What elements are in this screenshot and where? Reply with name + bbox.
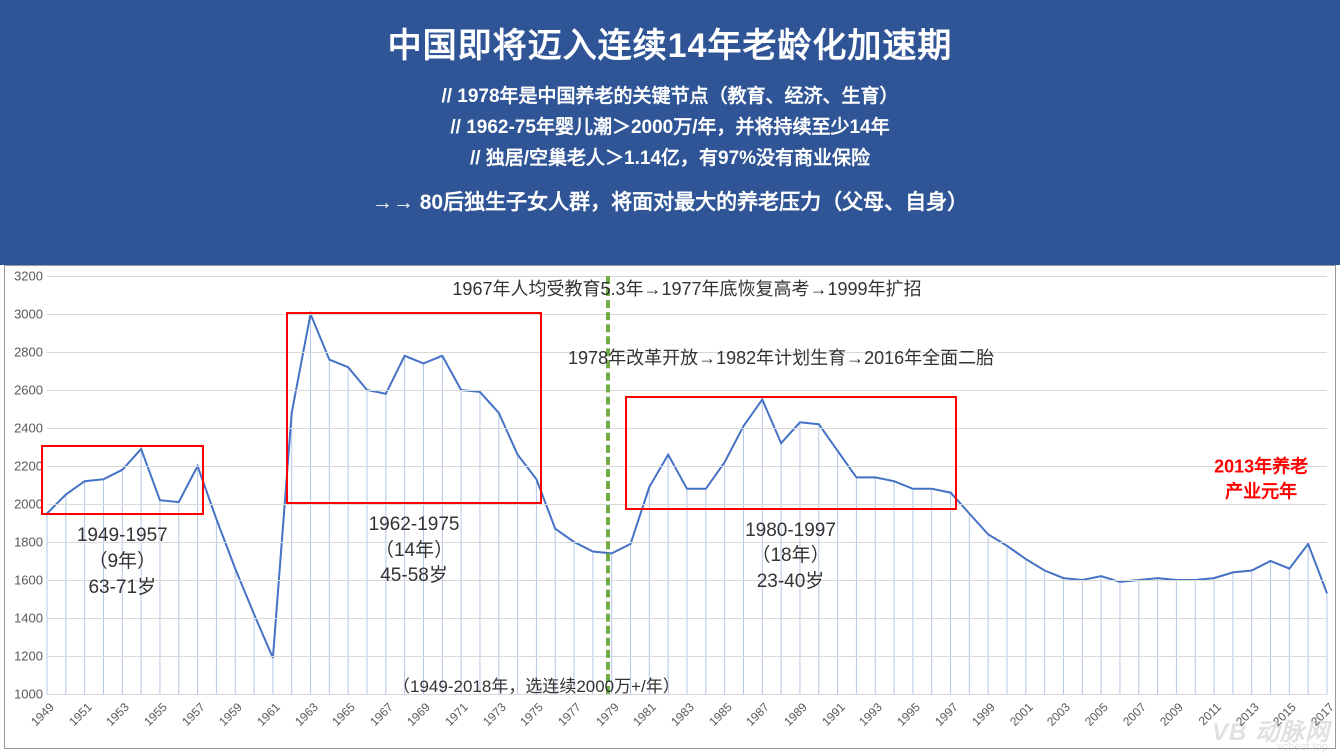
x-axis-label: 1963: [292, 700, 321, 729]
y-axis-label: 1800: [14, 535, 47, 550]
grid-line: [47, 656, 1327, 657]
box-period-label: 1980-1997（18年）23-40岁: [745, 518, 836, 595]
highlight-box: [286, 312, 543, 504]
x-axis-label: 1955: [141, 700, 170, 729]
x-axis-label: 1977: [555, 700, 584, 729]
x-axis-label: 1983: [668, 700, 697, 729]
x-axis-label: 2003: [1045, 700, 1074, 729]
chart-footer-note: （1949-2018年，选连续2000万+/年）: [393, 676, 680, 699]
x-axis-label: 1975: [518, 700, 547, 729]
x-axis-label: 1959: [216, 700, 245, 729]
timeline-annotation: 1978年改革开放→1982年计划生育→2016年全面二胎: [568, 346, 994, 370]
box-period-label: 1962-1975（14年）45-58岁: [369, 512, 460, 589]
x-axis-label: 1997: [932, 700, 961, 729]
header-block: 中国即将迈入连续14年老龄化加速期 // 1978年是中国养老的关键节点（教育、…: [0, 0, 1340, 265]
bullet-1: // 1978年是中国养老的关键节点（教育、经济、生育）: [0, 81, 1340, 108]
x-axis-label: 1973: [480, 700, 509, 729]
y-axis-label: 3000: [14, 307, 47, 322]
bullet-3: // 独居/空巢老人＞1.14亿，有97%没有商业保险: [0, 143, 1340, 170]
x-axis-label: 2007: [1120, 700, 1149, 729]
x-axis-label: 1971: [442, 700, 471, 729]
x-axis-label: 1969: [405, 700, 434, 729]
timeline-annotation: 1967年人均受教育5.3年→1977年底恢复高考→1999年扩招: [452, 277, 921, 301]
y-axis-label: 3200: [14, 269, 47, 284]
grid-line: [47, 542, 1327, 543]
x-axis-label: 1967: [367, 700, 396, 729]
box-period-label: 1949-1957（9年）63-71岁: [77, 523, 168, 600]
divider-dash-line: [606, 276, 610, 694]
y-axis-label: 2600: [14, 383, 47, 398]
x-axis-label: 1993: [856, 700, 885, 729]
grid-line: [47, 618, 1327, 619]
watermark-sub: vcbeat.top: [1277, 741, 1328, 753]
x-axis-label: 1953: [103, 700, 132, 729]
highlight-box: [41, 445, 204, 515]
x-axis-label: 1991: [819, 700, 848, 729]
bullet-2: // 1962-75年婴儿潮＞2000万/年，并将持续至少14年: [0, 112, 1340, 139]
x-axis-label: 1985: [706, 700, 735, 729]
x-axis-label: 1951: [66, 700, 95, 729]
x-axis-label: 1981: [630, 700, 659, 729]
callout-red: 2013年养老产业元年: [1214, 455, 1308, 504]
y-axis-label: 1600: [14, 573, 47, 588]
x-axis-label: 1979: [593, 700, 622, 729]
y-axis-label: 1400: [14, 611, 47, 626]
plot-area: 1000120014001600180020002200240026002800…: [47, 276, 1327, 694]
y-axis-label: 1200: [14, 649, 47, 664]
x-axis-label: 2005: [1082, 700, 1111, 729]
x-axis-label: 1957: [179, 700, 208, 729]
grid-line: [47, 694, 1327, 695]
x-axis-label: 1961: [254, 700, 283, 729]
x-axis-label: 2001: [1007, 700, 1036, 729]
x-axis-label: 1999: [969, 700, 998, 729]
chart-container: 1000120014001600180020002200240026002800…: [4, 265, 1336, 749]
conclusion-line: →→ 80后独生子女人群，将面对最大的养老压力（父母、自身）: [0, 186, 1340, 216]
x-axis-label: 1965: [329, 700, 358, 729]
grid-line: [47, 390, 1327, 391]
x-axis-label: 1987: [743, 700, 772, 729]
x-axis-label: 1989: [781, 700, 810, 729]
grid-line: [47, 580, 1327, 581]
grid-line: [47, 314, 1327, 315]
x-axis-label: 1949: [28, 700, 57, 729]
main-title: 中国即将迈入连续14年老龄化加速期: [0, 18, 1340, 67]
highlight-box: [625, 396, 957, 510]
y-axis-label: 1000: [14, 687, 47, 702]
x-axis-label: 1995: [894, 700, 923, 729]
x-axis-label: 2009: [1158, 700, 1187, 729]
y-axis-label: 2800: [14, 345, 47, 360]
y-axis-label: 2400: [14, 421, 47, 436]
